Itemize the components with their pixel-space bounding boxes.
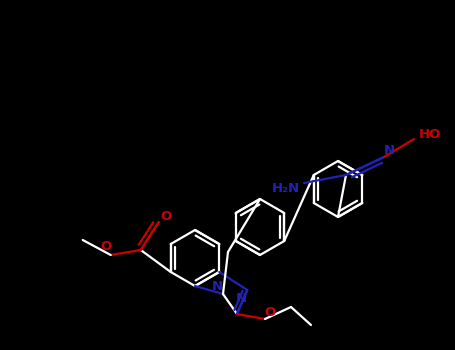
Text: N: N [236,292,247,304]
Text: N: N [212,280,222,294]
Text: O: O [160,210,172,224]
Text: O: O [100,240,111,253]
Text: HO: HO [419,127,441,140]
Text: N: N [384,144,394,156]
Text: H₂N: H₂N [272,182,300,195]
Text: O: O [264,307,276,320]
